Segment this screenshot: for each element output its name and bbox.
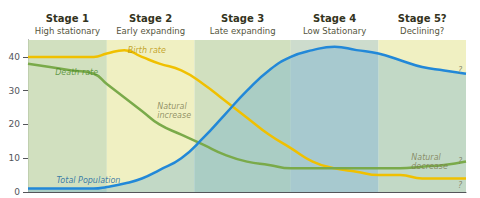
svg-text:increase: increase xyxy=(157,111,191,120)
svg-text:Early expanding: Early expanding xyxy=(116,26,185,36)
svg-text:40: 40 xyxy=(9,52,21,62)
svg-text:Stage 5?: Stage 5? xyxy=(398,13,447,24)
svg-text:Stage 2: Stage 2 xyxy=(129,13,172,24)
svg-text:Stage 3: Stage 3 xyxy=(221,13,264,24)
svg-text:Late expanding: Late expanding xyxy=(210,26,276,36)
svg-text:Natural: Natural xyxy=(411,153,441,162)
svg-text:Death rate: Death rate xyxy=(55,68,98,77)
svg-text:20: 20 xyxy=(9,119,21,129)
svg-text:?: ? xyxy=(458,66,463,75)
svg-text:Stage 4: Stage 4 xyxy=(313,13,356,24)
svg-text:High stationary: High stationary xyxy=(35,26,100,36)
svg-text:Natural: Natural xyxy=(157,102,187,111)
svg-text:?: ? xyxy=(458,181,463,190)
svg-text:?: ? xyxy=(458,157,463,166)
svg-text:Total Population: Total Population xyxy=(56,176,120,185)
svg-text:10: 10 xyxy=(9,153,21,163)
svg-text:Low Stationary: Low Stationary xyxy=(303,26,366,36)
svg-text:0: 0 xyxy=(14,187,20,197)
svg-text:Birth rate: Birth rate xyxy=(128,46,166,55)
svg-text:Declining?: Declining? xyxy=(400,26,444,36)
svg-text:decrease: decrease xyxy=(411,162,448,171)
svg-text:30: 30 xyxy=(9,86,21,96)
svg-text:Stage 1: Stage 1 xyxy=(46,13,89,24)
